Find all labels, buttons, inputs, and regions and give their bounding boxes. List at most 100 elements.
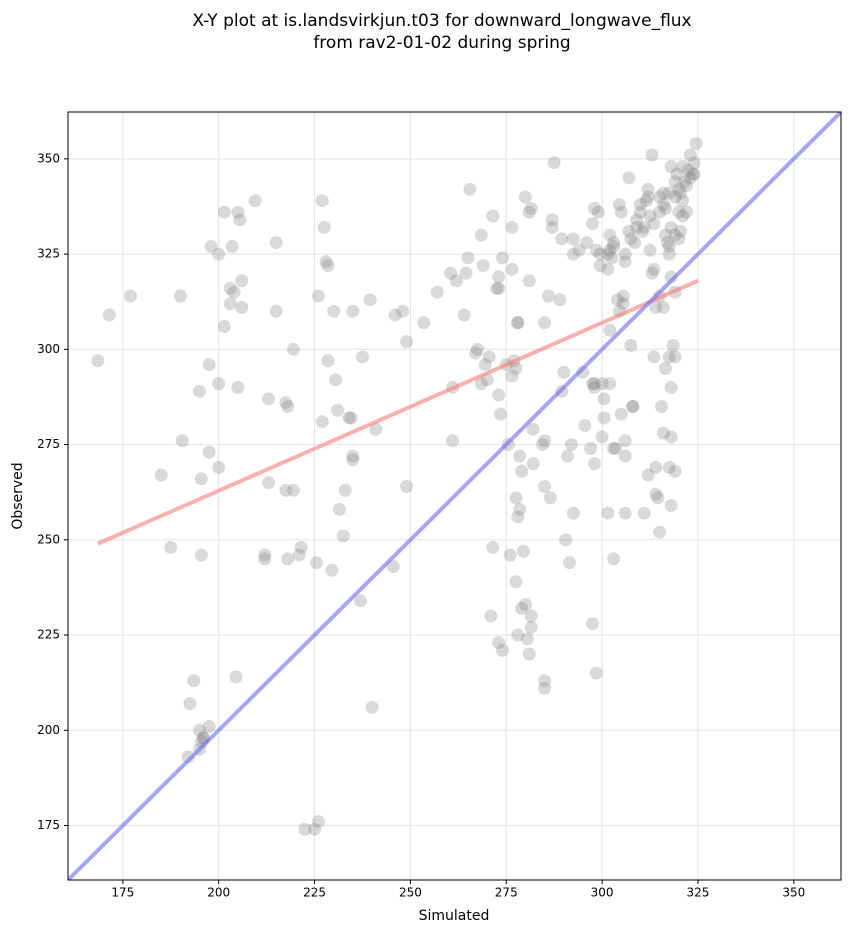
scatter-point	[338, 483, 352, 497]
scatter-point	[315, 194, 329, 208]
x-axis-label: Simulated	[419, 908, 490, 924]
scatter-point	[505, 369, 519, 383]
scatter-point	[258, 552, 272, 566]
scatter-point	[417, 316, 431, 330]
scatter-point	[545, 213, 559, 227]
scatter-point	[593, 259, 607, 273]
scatter-point	[587, 201, 601, 215]
scatter-point	[173, 289, 187, 303]
scatter-point	[212, 247, 226, 261]
scatter-point	[603, 377, 617, 391]
scatter-point	[248, 194, 262, 208]
scatter-point	[635, 224, 649, 238]
scatter-point	[202, 719, 216, 733]
scatter-point	[102, 308, 116, 322]
scatter-point	[616, 289, 630, 303]
scatter-point	[664, 499, 678, 513]
scatter-point	[217, 205, 231, 219]
scatter-point	[662, 350, 676, 364]
scatter-point	[566, 247, 580, 261]
chart-title: from rav2-01-02 during spring	[313, 33, 570, 53]
scatter-point	[400, 335, 414, 349]
scatter-point	[586, 377, 600, 391]
x-tick-label: 250	[399, 886, 422, 900]
scatter-point	[595, 430, 609, 444]
scatter-point	[649, 300, 663, 314]
scatter-point	[605, 251, 619, 265]
axes: 175 200 225 250 275 300 325 350 175 200 225 250 275 3…	[37, 151, 805, 899]
scatter-point	[91, 354, 105, 368]
scatter-point	[262, 392, 276, 406]
scatter-point	[281, 552, 295, 566]
scatter-point	[584, 441, 598, 455]
scatter-point	[509, 491, 523, 505]
scatter-point	[651, 491, 665, 505]
scatter-point	[668, 190, 682, 204]
scatter-point	[566, 506, 580, 520]
scatter-point	[505, 262, 519, 276]
scatter-point	[597, 392, 611, 406]
scatter-point	[633, 198, 647, 212]
scatter-point	[187, 674, 201, 688]
scatter-point	[624, 339, 638, 353]
scatter-point	[235, 300, 249, 314]
y-tick-label: 350	[37, 151, 60, 165]
x-tick-label: 325	[687, 886, 710, 900]
scatter-point	[614, 407, 628, 421]
scatter-point	[664, 159, 678, 173]
scatter-point	[664, 380, 678, 394]
scatter-point	[561, 449, 575, 463]
scatter-point	[308, 822, 322, 836]
scatter-point	[662, 239, 676, 253]
scatter-point	[655, 399, 669, 413]
scatter-point	[311, 815, 325, 829]
scatter-point	[662, 186, 676, 200]
scatter-point	[524, 201, 538, 215]
scatter-point	[321, 259, 335, 273]
scatter-point	[486, 540, 500, 554]
scatter-point	[637, 220, 651, 234]
grid	[68, 112, 841, 880]
scatter-point	[269, 304, 283, 318]
scatter-point	[607, 239, 621, 253]
scatter-point	[612, 198, 626, 212]
scatter-point	[346, 453, 360, 467]
scatter-point	[286, 483, 300, 497]
scatter-point	[628, 236, 642, 250]
scatter-point	[670, 167, 684, 181]
scatter-point	[622, 171, 636, 185]
scatter-point	[566, 232, 580, 246]
scatter-point	[123, 289, 137, 303]
scatter-point	[639, 194, 653, 208]
scatter-point	[683, 171, 697, 185]
scatter-point	[618, 449, 632, 463]
scatter-point	[223, 281, 237, 295]
scatter-point	[513, 449, 527, 463]
scatter-point	[202, 358, 216, 372]
scatter-point	[363, 293, 377, 307]
scatter-point	[647, 350, 661, 364]
scatter-point	[626, 399, 640, 413]
scatter-point	[586, 617, 600, 631]
x-tick-label: 275	[495, 886, 518, 900]
scatter-point	[586, 217, 600, 231]
scatter-point	[656, 198, 670, 212]
scatter-point	[509, 575, 523, 589]
scatter-point	[331, 403, 345, 417]
scatter-point	[603, 228, 617, 242]
scatter-point	[656, 186, 670, 200]
scatter-point	[154, 468, 168, 482]
scatter-point	[517, 544, 531, 558]
scatter-point	[444, 266, 458, 280]
scatter-point	[536, 438, 550, 452]
scatter-point	[430, 285, 444, 299]
scatter-point	[618, 255, 632, 269]
scatter-point	[231, 205, 245, 219]
scatter-point	[505, 220, 519, 234]
scatter-point	[649, 460, 663, 474]
y-tick-label: 175	[37, 818, 60, 832]
scatter-point	[643, 243, 657, 257]
scatter-point	[630, 213, 644, 227]
scatter-point	[645, 148, 659, 162]
scatter-point	[649, 487, 663, 501]
